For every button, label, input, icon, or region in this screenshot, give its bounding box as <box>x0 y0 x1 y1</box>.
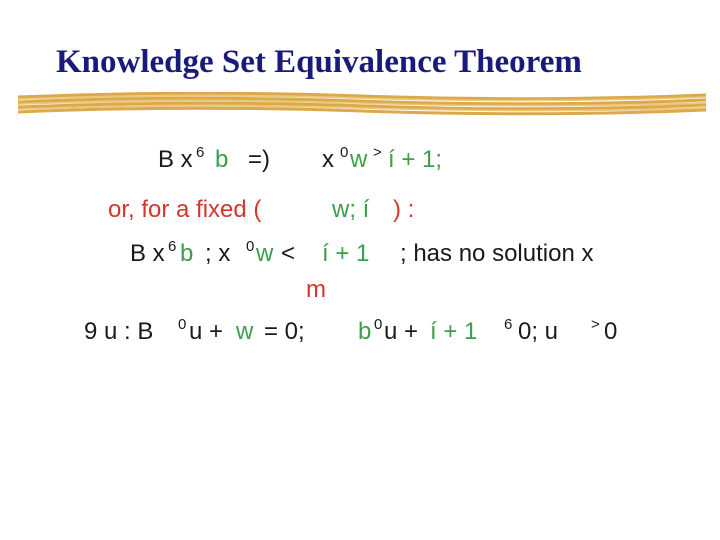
math-text: b <box>215 146 228 174</box>
math-text: 0 <box>604 318 617 346</box>
math-text: b <box>180 240 193 268</box>
math-text: w <box>256 240 273 268</box>
math-text: í + 1 <box>430 318 477 346</box>
math-text: í + 1 <box>322 240 369 268</box>
title-underline <box>18 92 706 116</box>
math-text: x <box>322 146 334 174</box>
math-text: ; has no solution x <box>400 240 593 268</box>
math-text: 9 u : B <box>84 318 153 346</box>
math-text: > <box>373 146 382 174</box>
math-text: =) <box>248 146 270 174</box>
math-text: 0 <box>246 240 254 268</box>
math-text: 6 <box>168 240 176 268</box>
math-text: or, for a fixed ( <box>108 196 261 224</box>
math-text: 0 <box>178 318 186 346</box>
math-text: ) : <box>393 196 414 224</box>
slide-title: Knowledge Set Equivalence Theorem <box>56 44 582 81</box>
math-text: b <box>358 318 371 346</box>
math-text: u + <box>189 318 223 346</box>
math-text: 6 <box>504 318 512 346</box>
math-text: í + 1; <box>388 146 442 174</box>
math-text: > <box>591 318 600 346</box>
math-text: 0 <box>374 318 382 346</box>
math-text: = 0; <box>264 318 305 346</box>
math-text: 6 <box>196 146 204 174</box>
math-text: m <box>306 276 326 304</box>
math-text: w <box>236 318 253 346</box>
math-text: ; x <box>205 240 230 268</box>
math-text: B x <box>158 146 193 174</box>
math-text: w <box>350 146 367 174</box>
math-text: 0 <box>340 146 348 174</box>
math-text: B x <box>130 240 165 268</box>
math-text: < <box>281 240 295 268</box>
math-text: w; í <box>332 196 369 224</box>
math-text: 0; u <box>518 318 558 346</box>
math-text: u + <box>384 318 418 346</box>
